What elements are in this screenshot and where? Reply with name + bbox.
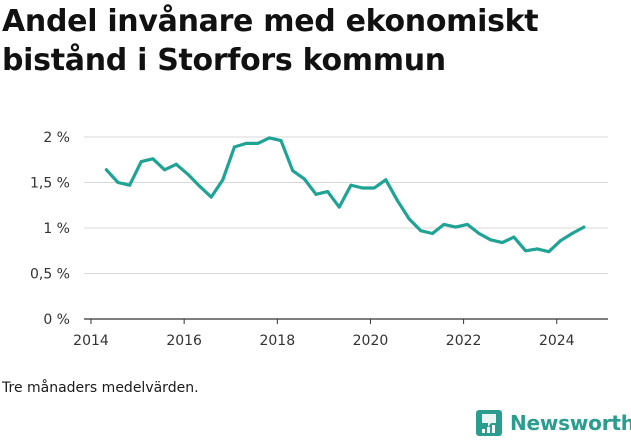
data-point[interactable] bbox=[232, 145, 236, 149]
data-point[interactable] bbox=[267, 136, 271, 140]
data-point[interactable] bbox=[128, 183, 132, 187]
data-point[interactable] bbox=[209, 195, 213, 199]
line-chart: 0 % 0,5 % 1 % 1,5 % 2 % 2014 2016 2018 2020 2022… bbox=[30, 130, 608, 349]
data-point[interactable] bbox=[407, 217, 411, 221]
data-point[interactable] bbox=[198, 184, 202, 188]
data-point[interactable] bbox=[535, 247, 539, 251]
data-point[interactable] bbox=[279, 139, 283, 143]
data-point[interactable] bbox=[163, 168, 167, 172]
series-group bbox=[104, 136, 586, 254]
y-tick-label: 1,5 % bbox=[30, 176, 70, 192]
y-tick-label: 0,5 % bbox=[30, 267, 70, 283]
data-point[interactable] bbox=[442, 222, 446, 226]
data-point[interactable] bbox=[558, 239, 562, 243]
chart-title: Andel invånare med ekonomiskt bistånd i … bbox=[2, 4, 539, 78]
x-tick-label: 2018 bbox=[259, 333, 295, 349]
data-point[interactable] bbox=[524, 249, 528, 253]
data-point[interactable] bbox=[361, 186, 365, 190]
data-point[interactable] bbox=[500, 241, 504, 245]
brand-name: Newsworthy bbox=[510, 411, 631, 435]
data-point[interactable] bbox=[512, 235, 516, 239]
x-tick-label: 2022 bbox=[446, 333, 482, 349]
data-point[interactable] bbox=[547, 250, 551, 254]
data-point[interactable] bbox=[430, 231, 434, 235]
data-point[interactable] bbox=[419, 229, 423, 233]
data-point[interactable] bbox=[465, 222, 469, 226]
data-point[interactable] bbox=[395, 199, 399, 203]
x-axis-ticks: 2014 2016 2018 2020 2022 2024 bbox=[73, 319, 575, 349]
x-tick-label: 2014 bbox=[73, 333, 109, 349]
brand-logo[interactable]: Newsworthy bbox=[476, 406, 631, 440]
data-point[interactable] bbox=[349, 183, 353, 187]
y-axis-ticks: 0 % 0,5 % 1 % 1,5 % 2 % bbox=[30, 130, 70, 328]
x-tick-label: 2020 bbox=[353, 333, 389, 349]
series-line bbox=[104, 136, 586, 254]
data-point[interactable] bbox=[326, 190, 330, 194]
data-point[interactable] bbox=[139, 160, 143, 164]
data-point[interactable] bbox=[384, 178, 388, 182]
x-tick-label: 2024 bbox=[539, 333, 575, 349]
chart-note: Tre månaders medelvärden. bbox=[2, 380, 199, 396]
data-point[interactable] bbox=[477, 231, 481, 235]
x-tick-label: 2016 bbox=[166, 333, 202, 349]
data-point[interactable] bbox=[116, 181, 120, 184]
y-tick-label: 2 % bbox=[43, 130, 70, 146]
data-point[interactable] bbox=[174, 162, 178, 166]
data-point[interactable] bbox=[372, 186, 376, 190]
data-point[interactable] bbox=[570, 231, 574, 235]
data-point[interactable] bbox=[454, 225, 458, 229]
data-point[interactable] bbox=[582, 225, 586, 229]
data-point[interactable] bbox=[256, 141, 260, 145]
data-point[interactable] bbox=[151, 157, 155, 161]
data-point[interactable] bbox=[489, 238, 493, 242]
data-point[interactable] bbox=[314, 192, 318, 196]
data-point[interactable] bbox=[291, 169, 295, 173]
gridlines bbox=[84, 136, 608, 320]
y-tick-label: 1 % bbox=[43, 221, 70, 237]
data-point[interactable] bbox=[302, 177, 306, 181]
data-point[interactable] bbox=[186, 172, 190, 176]
data-point[interactable] bbox=[104, 168, 108, 172]
y-tick-label: 0 % bbox=[43, 312, 70, 328]
newsworthy-logo-icon bbox=[476, 410, 502, 436]
data-point[interactable] bbox=[221, 178, 225, 182]
data-point[interactable] bbox=[244, 141, 248, 145]
data-point[interactable] bbox=[337, 205, 341, 209]
